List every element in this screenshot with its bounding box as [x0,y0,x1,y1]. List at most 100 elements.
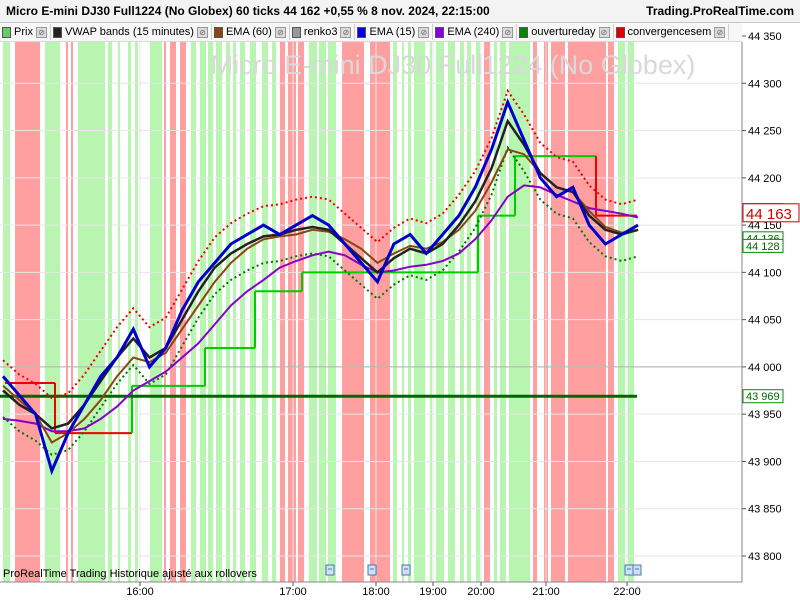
up-band [430,42,432,582]
up-band [272,42,276,582]
down-band [551,42,565,582]
up-band [509,42,530,582]
brand-label[interactable]: Trading.ProRealTime.com [646,4,794,18]
price-tick-label: 44 050 [748,315,782,327]
calendar-icon [325,564,335,576]
indicator-label: VWAP bands (15 minutes) [64,26,194,38]
down-band [71,42,73,582]
indicator-hide-icon[interactable]: ⊘ [714,26,726,38]
indicator-hide-icon[interactable]: ⊘ [502,26,514,38]
price-tick-label: 43 850 [748,504,782,516]
price-tick-label: 44 000 [748,362,782,374]
upper-band-line [2,88,639,400]
indicator-item[interactable]: EMA (60) ⊘ [212,24,290,40]
up-band [393,42,397,582]
down-band [484,42,490,582]
indicator-label: ouvertureday [531,26,596,38]
price-axis[interactable]: 43 800 43 850 43 900 43 950 44 000 44 050 44 1… [741,31,800,582]
indicator-item[interactable]: ouvertureday ⊘ [517,24,614,40]
indicator-item[interactable]: EMA (15) ⊘ [355,24,434,40]
price-tick-label: 44 350 [748,31,782,43]
price-tick-label: 44 300 [748,78,782,90]
up-band [78,42,105,582]
up-band [408,42,411,582]
band-price-tag-label: 44 128 [746,241,780,253]
price-tick-label: 43 900 [748,456,782,468]
down-band [15,42,40,582]
series-line-ema-15- [1,98,639,476]
indicator-hide-icon[interactable]: ⊘ [418,26,430,38]
time-tick-label: 17:00 [279,586,307,598]
up-band [319,42,326,582]
band-price-tag-box [742,238,784,253]
event-icons [325,564,642,576]
down-band [533,42,537,582]
indicator-color-icon [213,26,223,38]
indicator-label: EMA (240) [447,26,500,38]
calendar-icon [367,564,377,576]
up-band [328,42,336,582]
indicator-item[interactable]: renko3 ⊘ [290,24,356,40]
indicator-label: Prix [14,26,33,38]
up-band [436,42,444,582]
price-tick-label: 43 800 [748,551,782,563]
up-band [208,42,213,582]
indicator-label: EMA (15) [369,26,416,38]
indicator-hide-icon[interactable]: ⊘ [35,26,47,38]
chart-title-bar: Micro E-mini DJ30 Full1224 (No Globex) 6… [0,0,800,23]
indicator-color-icon [435,26,445,38]
calendar-icon [401,564,411,576]
indicator-item[interactable]: convergencesem ⊘ [614,24,730,40]
time-axis[interactable]: 16:00 17:00 18:00 19:00 20:00 21:00 22:00 [0,581,742,598]
indicator-hide-icon[interactable]: ⊘ [274,26,286,38]
up-band [226,42,230,582]
indicator-legend-bar: Prix ⊘ VWAP bands (15 minutes) ⊘ EMA (60) ⊘ re… [0,23,742,42]
indicator-color-icon [52,26,62,38]
price-axis-background [743,42,800,582]
time-tick-label: 19:00 [419,586,447,598]
indicator-label: renko3 [303,26,338,38]
current-price-tag-box [742,203,800,223]
price-tick-label: 44 150 [748,220,782,232]
up-band [216,42,222,582]
series-line-ema-240- [2,184,639,433]
up-band [628,42,634,582]
up-band [309,42,317,582]
up-band [150,42,162,582]
indicator-item[interactable]: VWAP bands (15 minutes) ⊘ [51,24,212,40]
indicator-color-icon [357,26,367,38]
up-band [3,42,10,582]
open-price-tag-label: 43 969 [746,391,780,403]
watermark-text: Micro E-mini DJ30 Full1224 (No Globex) [211,50,696,80]
indicator-item[interactable]: Prix ⊘ [0,24,51,40]
indicator-color-icon [615,26,625,38]
up-band [467,42,471,582]
indicator-color-icon [2,26,11,38]
indicator-item[interactable]: EMA (240) ⊘ [433,24,518,40]
price-tick-label: 44 250 [748,126,782,138]
down-band [568,42,606,582]
series-line-ema-60- [2,148,639,444]
up-band [402,42,404,582]
price-tick-label: 44 100 [748,267,782,279]
up-band [500,42,506,582]
up-band [460,42,464,582]
indicator-color-icon [519,26,529,38]
footer-note: ProRealTime Trading Historique ajusté au… [3,568,257,580]
down-band [370,42,390,582]
up-band [108,42,112,582]
time-tick-label: 22:00 [613,586,641,598]
indicator-hide-icon[interactable]: ⊘ [598,26,610,38]
indicator-hide-icon[interactable]: ⊘ [196,26,208,38]
calendar-icon [632,564,642,576]
indicator-hide-icon[interactable]: ⊘ [340,26,352,38]
up-band [476,42,480,582]
indicator-label: EMA (60) [225,26,272,38]
down-band [164,42,166,582]
up-band [233,42,236,582]
up-band [118,42,120,582]
current-price-tag-label: 44 163 [746,206,792,223]
down-band [288,42,296,582]
